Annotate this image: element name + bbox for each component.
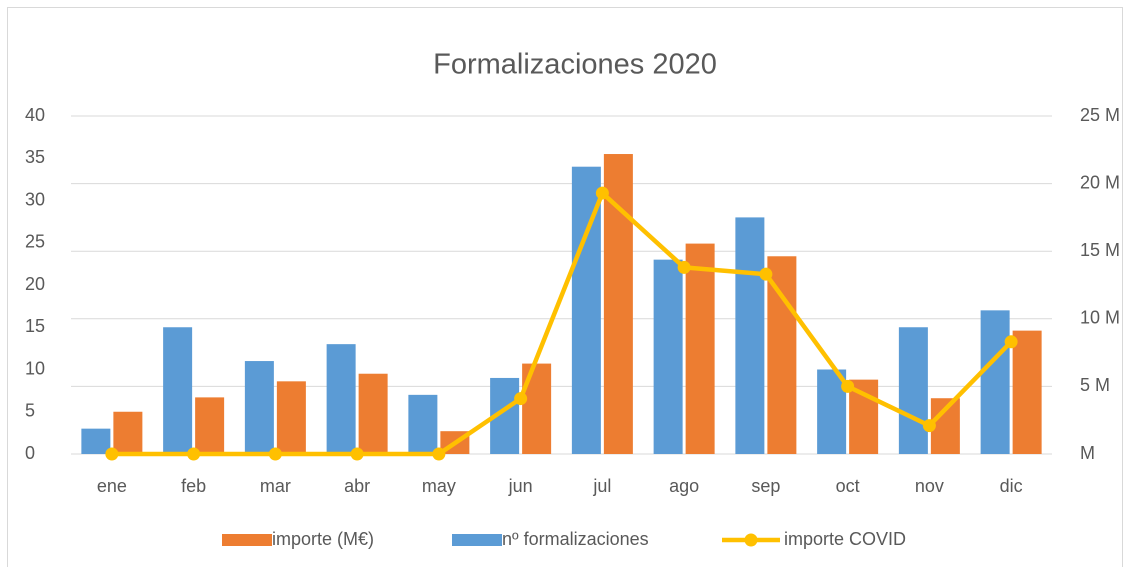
y2-tick-label: 25 M [1080,105,1120,125]
line-marker [841,379,855,393]
bar [195,397,225,454]
x-tick-label: jun [508,476,533,496]
bar [81,428,111,454]
legend-label: importe (M€) [272,529,374,549]
bar [522,363,552,454]
y-tick-label: 25 [25,232,45,252]
line-marker [514,392,528,406]
line [111,190,1013,457]
line-marker [350,447,364,461]
bar [735,217,765,454]
bar [980,310,1010,454]
line-marker [432,447,446,461]
y-tick-label: 10 [25,358,45,378]
y-tick-label: 15 [25,316,45,336]
y-tick-label: 0 [25,443,35,463]
x-tick-label: abr [344,476,370,496]
bar [358,373,388,454]
x-tick-label: feb [181,476,206,496]
x-tick-label: ago [669,476,699,496]
bar [244,361,274,454]
y2-tick-label: 20 M [1080,172,1120,192]
y-tick-label: 30 [25,189,45,209]
bar [113,411,143,454]
line-marker [922,419,936,433]
x-tick-label: jul [592,476,611,496]
legend-label: nº formalizaciones [502,529,649,549]
bar [603,154,633,454]
line-marker [268,447,282,461]
bar [685,243,715,454]
legend-swatch-marker [744,533,758,547]
legend-swatch [452,534,502,546]
bar [1012,330,1042,454]
y2-tick-label: 5 M [1080,375,1110,395]
x-tick-label: oct [836,476,860,496]
x-tick-label: may [422,476,456,496]
y-tick-label: 20 [25,274,45,294]
line-marker [1004,335,1018,349]
y2-tick-label: 15 M [1080,240,1120,260]
line-marker [759,267,773,281]
bar [767,256,797,454]
bar [408,394,438,454]
bar [653,259,683,454]
line-marker [187,447,201,461]
bar [898,327,928,454]
legend-label: importe COVID [784,529,906,549]
bar [276,381,306,454]
legend-swatch [222,534,272,546]
line-marker [105,447,119,461]
y2-tick-label: 10 M [1080,308,1120,328]
y2-tick-label: M [1080,443,1095,463]
line-marker [595,186,609,200]
chart-title: Formalizaciones 2020 [433,49,717,81]
x-tick-label: ene [97,476,127,496]
x-tick-label: mar [260,476,291,496]
bar [817,369,847,454]
x-tick-label: sep [751,476,780,496]
y-tick-label: 40 [25,105,45,125]
line-marker [677,260,691,274]
y-tick-label: 5 [25,401,35,421]
bar [163,327,193,454]
x-tick-label: nov [915,476,944,496]
bar [326,344,356,454]
y-tick-label: 35 [25,147,45,167]
x-tick-label: dic [1000,476,1023,496]
